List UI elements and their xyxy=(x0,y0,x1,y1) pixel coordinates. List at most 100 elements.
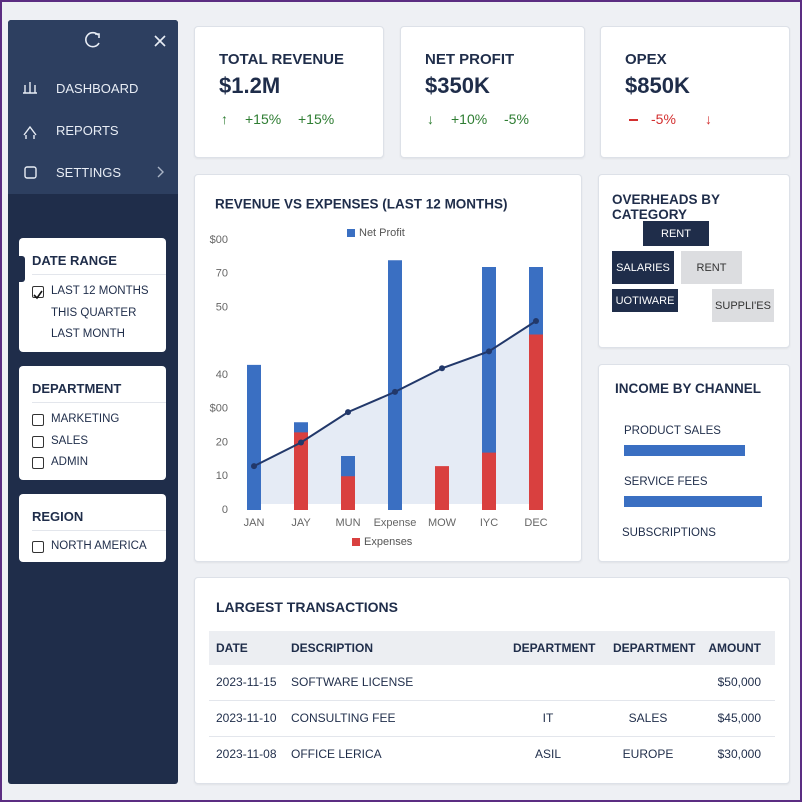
kpi-title: NET PROFIT xyxy=(425,51,515,68)
y-tick-label: $00 xyxy=(210,403,228,415)
table-cell: EUROPE xyxy=(622,747,674,761)
x-tick-label: DEC xyxy=(524,517,547,529)
filter-card: REGION NORTH AMERICA xyxy=(19,494,166,562)
divider xyxy=(32,530,166,531)
trend-point xyxy=(533,318,539,324)
filter-title: REGION xyxy=(32,509,84,524)
sidebar-header xyxy=(8,20,178,194)
arrow-icon: ↓ xyxy=(427,111,434,127)
y-tick-label: 10 xyxy=(216,470,228,482)
column-header: AMOUNT xyxy=(708,641,761,655)
kpi-title: TOTAL REVENUE xyxy=(219,51,345,68)
reports-icon xyxy=(23,125,37,139)
channel-label: SERVICE FEES xyxy=(624,476,708,488)
legend-swatch xyxy=(352,538,360,546)
x-tick-label: MUN xyxy=(335,517,360,529)
trend-point xyxy=(392,388,398,395)
table-cell: OFFICE LERICA xyxy=(291,747,382,761)
table-cell: ASIL xyxy=(534,747,561,761)
bar xyxy=(388,260,402,510)
table-cell: $50,000 xyxy=(717,675,761,689)
overhead-block: SUPPLI'ES xyxy=(712,289,774,322)
settings-icon xyxy=(24,166,37,179)
kpi-card: NET PROFIT $350K ↓ +10% -5% xyxy=(400,26,585,158)
kpi-value: $350K xyxy=(425,73,490,98)
bar xyxy=(435,466,449,510)
kpi-card: OPEX $850K -5% ↓ xyxy=(600,26,790,158)
filter-card: DATE RANGE LAST 12 MONTHS THIS QUARTER LAST… xyxy=(19,238,166,352)
filter-option: LAST MONTH xyxy=(51,328,125,340)
arrow-icon: ↓ xyxy=(705,111,712,127)
close-icon[interactable] xyxy=(154,35,166,47)
kpi-change: +15% xyxy=(245,111,282,127)
filter-option: ADMIN xyxy=(51,456,89,468)
kpi-card: TOTAL REVENUE $1.2M ↑ +15% +15% xyxy=(194,26,384,158)
row-divider xyxy=(209,700,775,701)
filter-title: DEPARTMENT xyxy=(32,381,122,396)
revenue-chart: REVENUE VS EXPENSES (LAST 12 MONTHS) 0 10 2… xyxy=(210,197,548,548)
card-title: INCOME BY CHANNEL xyxy=(615,381,762,396)
channel-label: PRODUCT SALES xyxy=(624,425,721,437)
arrow-icon: ↑ xyxy=(221,111,228,127)
x-tick-label: JAY xyxy=(291,517,311,529)
bar xyxy=(482,267,496,510)
table-cell: $30,000 xyxy=(717,747,761,761)
kpi-value: $1.2M xyxy=(219,73,281,98)
trend-point xyxy=(486,348,492,355)
filter-option: NORTH AMERICA xyxy=(51,540,147,552)
filter-title: DATE RANGE xyxy=(32,253,117,268)
transactions-card: LARGEST TRANSACTIONS DATE DESCRIPTION DEPAR… xyxy=(194,577,790,784)
y-tick-label: 0 xyxy=(222,504,228,516)
x-tick-label: JAN xyxy=(244,517,265,529)
overheads-card: OVERHEADS BY CATEGORY RENT SALARIES RENT UOT… xyxy=(598,174,790,348)
checkbox-checked[interactable] xyxy=(32,286,44,300)
refresh-icon[interactable] xyxy=(85,31,100,48)
chart-title: REVENUE VS EXPENSES (LAST 12 MONTHS) xyxy=(215,197,508,212)
card-title: LARGEST TRANSACTIONS xyxy=(216,599,398,615)
checkbox[interactable] xyxy=(32,457,44,469)
channel-bar xyxy=(624,496,762,507)
card-title: OVERHEADS BY CATEGORY xyxy=(612,192,720,222)
table-cell: IT xyxy=(542,711,554,725)
check xyxy=(33,290,43,300)
table-cell: $45,000 xyxy=(717,711,761,725)
bar xyxy=(247,364,261,510)
overhead-block: SALARIES xyxy=(612,251,674,284)
kpi-change: -5% xyxy=(504,111,529,127)
bar xyxy=(529,334,543,510)
filter-option: SALES xyxy=(51,434,89,447)
kpi-change: -5% xyxy=(651,111,676,127)
chevron xyxy=(157,166,164,178)
nav-item[interactable]: REPORTS xyxy=(56,123,119,138)
x-tick-label: IYC xyxy=(480,517,498,529)
y-tick-label: $00 xyxy=(210,234,228,246)
channel-label: SUBSCRIPTIONS xyxy=(622,527,716,539)
bar xyxy=(482,452,496,510)
table-cell: 2023-11-15 xyxy=(216,675,277,689)
y-tick-label: 40 xyxy=(216,369,228,381)
overhead-block: UOTIWARE xyxy=(612,289,678,312)
nav-item[interactable]: SETTINGS xyxy=(56,165,122,180)
checkbox[interactable] xyxy=(32,541,44,553)
nav-item[interactable]: DASHBOARD xyxy=(56,81,139,96)
filter-option: LAST 12 MONTHS xyxy=(51,285,149,297)
checkbox[interactable] xyxy=(32,414,44,426)
dashboard-icon xyxy=(23,82,37,94)
income-card: INCOME BY CHANNEL PRODUCT SALES SERVICE FE… xyxy=(598,364,790,562)
checkbox[interactable] xyxy=(32,435,44,448)
table-cell: 2023-11-08 xyxy=(216,747,277,761)
legend-label: Expenses xyxy=(364,536,413,548)
kpi-change: +15% xyxy=(298,111,335,127)
column-header: DEPARTMENT xyxy=(513,641,596,655)
kpi-change: +10% xyxy=(451,111,488,127)
filter-option: MARKETING xyxy=(51,413,120,425)
y-tick-label: 70 xyxy=(216,268,228,280)
nav-icons xyxy=(23,82,164,179)
column-header: DEPARTMENT xyxy=(613,641,696,655)
row-divider xyxy=(209,736,775,737)
channel-bar xyxy=(624,445,746,456)
divider xyxy=(32,402,166,403)
x-tick-label: MOW xyxy=(428,517,457,529)
overhead-block: RENT xyxy=(681,251,742,284)
